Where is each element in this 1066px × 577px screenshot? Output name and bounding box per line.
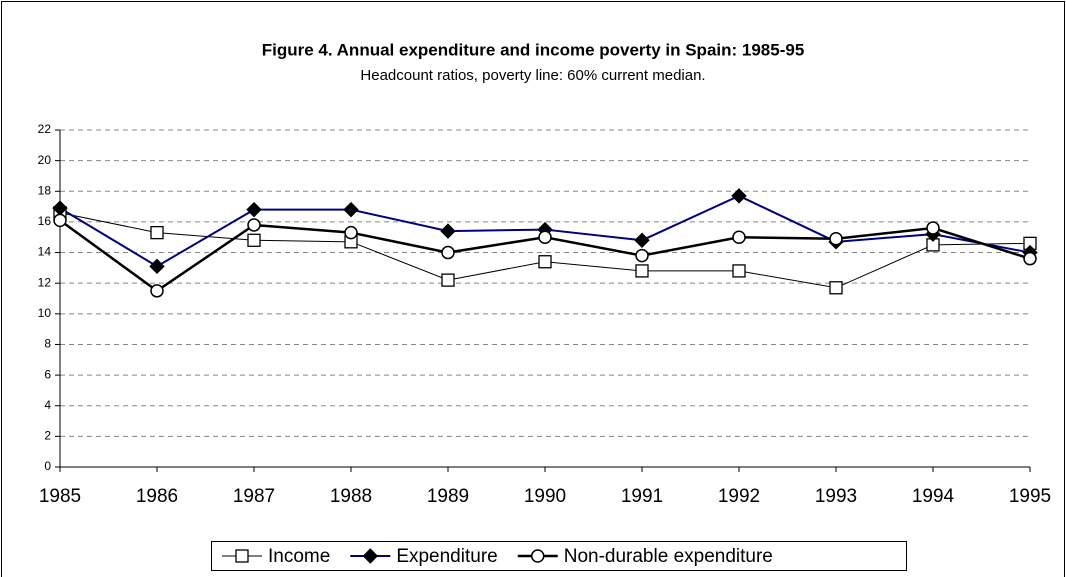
marker [635,248,649,263]
marker [53,213,67,228]
marker [149,258,165,275]
marker [246,201,262,218]
marker [247,218,261,232]
marker [731,188,747,204]
marker [362,548,379,564]
marker [732,264,746,278]
marker [926,221,940,235]
y-tick-label: 0 [44,459,51,473]
y-tick-label: 10 [38,306,52,320]
marker [343,201,359,218]
marker [440,223,456,239]
marker [150,284,164,298]
marker [530,549,545,563]
y-tick-label: 12 [38,275,52,289]
x-tick-label: 1986 [136,486,178,507]
marker [235,549,249,563]
y-tick-label: 8 [44,337,51,351]
marker [538,230,552,244]
legend-label: Non-durable expenditure [564,546,773,567]
marker [441,273,455,287]
marker [247,233,261,247]
x-tick-label: 1991 [621,486,663,507]
y-tick-label: 20 [38,153,52,167]
legend-box [211,541,907,571]
x-tick-label: 1993 [815,486,857,507]
legend-label: Income [268,546,330,567]
marker [829,232,843,246]
x-tick-label: 1987 [233,486,275,507]
legend-label: Expenditure [396,546,497,567]
marker [441,245,455,260]
y-tick-label: 22 [38,122,52,136]
y-tick-label: 6 [44,367,51,381]
marker [1023,251,1037,266]
marker [634,232,650,248]
marker [344,225,358,240]
x-tick-label: 1992 [718,486,760,507]
x-tick-label: 1990 [524,486,566,507]
marker [635,264,649,278]
x-tick-label: 1989 [427,486,469,507]
chart-title: Figure 4. Annual expenditure and income … [262,40,805,59]
x-tick-label: 1994 [912,486,955,507]
marker [150,225,164,240]
y-tick-label: 14 [38,245,52,259]
y-tick-label: 18 [38,183,52,197]
x-tick-label: 1995 [1009,486,1051,507]
x-tick-label: 1988 [330,486,372,507]
marker [732,230,746,244]
chart-subtitle: Headcount ratios, poverty line: 60% curr… [360,67,705,84]
y-tick-label: 2 [44,429,51,443]
x-tick-label: 1985 [39,486,81,507]
y-tick-label: 16 [38,214,52,228]
y-tick-label: 4 [44,398,51,412]
marker [829,281,843,295]
marker [538,255,552,269]
